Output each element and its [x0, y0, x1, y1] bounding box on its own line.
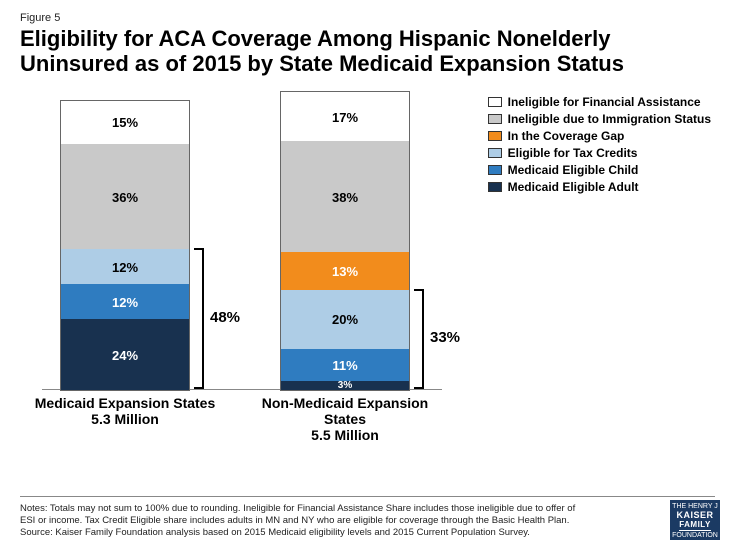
legend-item: Medicaid Eligible Adult: [488, 180, 711, 194]
note-line: Source: Kaiser Family Foundation analysi…: [20, 527, 620, 539]
bar-segment-ineligible_fin: 17%: [281, 92, 409, 142]
note-line: ESI or income. Tax Credit Eligible share…: [20, 515, 620, 527]
bar-segment-coverage_gap: 13%: [281, 252, 409, 290]
bar-segment-immig: 36%: [61, 144, 189, 249]
legend-label: Medicaid Eligible Adult: [508, 180, 639, 194]
legend: Ineligible for Financial Assistance Ineli…: [488, 95, 711, 197]
title-line: Uninsured as of 2015 by State Medicaid E…: [20, 51, 624, 76]
figure-number: Figure 5: [20, 12, 715, 24]
figure-title: Eligibility for ACA Coverage Among Hispa…: [20, 26, 715, 77]
footnotes: Notes: Totals may not sum to 100% due to…: [20, 503, 620, 539]
category-label: Non-Medicaid Expansion States5.5 Million: [240, 395, 450, 443]
bar-segment-immig: 38%: [281, 141, 409, 252]
bar-segment-tax_credits: 20%: [281, 290, 409, 348]
legend-swatch: [488, 97, 502, 107]
bar-stack: 3%11%20%13%38%17%: [280, 91, 410, 391]
bracket-label: 48%: [210, 309, 240, 326]
bar-segment-medicaid_child: 11%: [281, 349, 409, 381]
title-line: Eligibility for ACA Coverage Among Hispa…: [20, 26, 610, 51]
bracket: [414, 289, 424, 388]
figure-container: Figure 5 Eligibility for ACA Coverage Am…: [0, 0, 735, 551]
bar-stack: 24%12%12%36%15%: [60, 100, 190, 391]
bar-segment-tax_credits: 12%: [61, 249, 189, 284]
legend-swatch: [488, 182, 502, 192]
category-label: Medicaid Expansion States5.3 Million: [20, 395, 230, 427]
legend-swatch: [488, 165, 502, 175]
legend-label: Medicaid Eligible Child: [508, 163, 639, 177]
logo-line: FAMILY: [679, 521, 711, 532]
note-line: Notes: Totals may not sum to 100% due to…: [20, 503, 620, 515]
bracket: [194, 248, 204, 388]
legend-swatch: [488, 131, 502, 141]
bracket-label: 33%: [430, 329, 460, 346]
legend-item: Ineligible for Financial Assistance: [488, 95, 711, 109]
legend-item: Eligible for Tax Credits: [488, 146, 711, 160]
legend-item: Medicaid Eligible Child: [488, 163, 711, 177]
legend-label: Ineligible due to Immigration Status: [508, 112, 711, 126]
legend-label: Eligible for Tax Credits: [508, 146, 638, 160]
bar: 3%11%20%13%38%17%: [280, 91, 410, 391]
legend-swatch: [488, 148, 502, 158]
legend-item: Ineligible due to Immigration Status: [488, 112, 711, 126]
bar: 24%12%12%36%15%: [60, 100, 190, 391]
logo-line: FOUNDATION: [670, 532, 720, 540]
legend-label: In the Coverage Gap: [508, 129, 625, 143]
legend-label: Ineligible for Financial Assistance: [508, 95, 701, 109]
bar-segment-ineligible_fin: 15%: [61, 101, 189, 145]
kff-logo: THE HENRY J KAISER FAMILY FOUNDATION: [669, 499, 721, 541]
divider: [20, 496, 715, 497]
legend-item: In the Coverage Gap: [488, 129, 711, 143]
chart-area: 24%12%12%36%15%Medicaid Expansion States…: [20, 89, 715, 441]
bar-segment-medicaid_adult: 24%: [61, 319, 189, 389]
bar-segment-medicaid_child: 12%: [61, 284, 189, 319]
legend-swatch: [488, 114, 502, 124]
bar-segment-medicaid_adult: 3%: [281, 381, 409, 390]
